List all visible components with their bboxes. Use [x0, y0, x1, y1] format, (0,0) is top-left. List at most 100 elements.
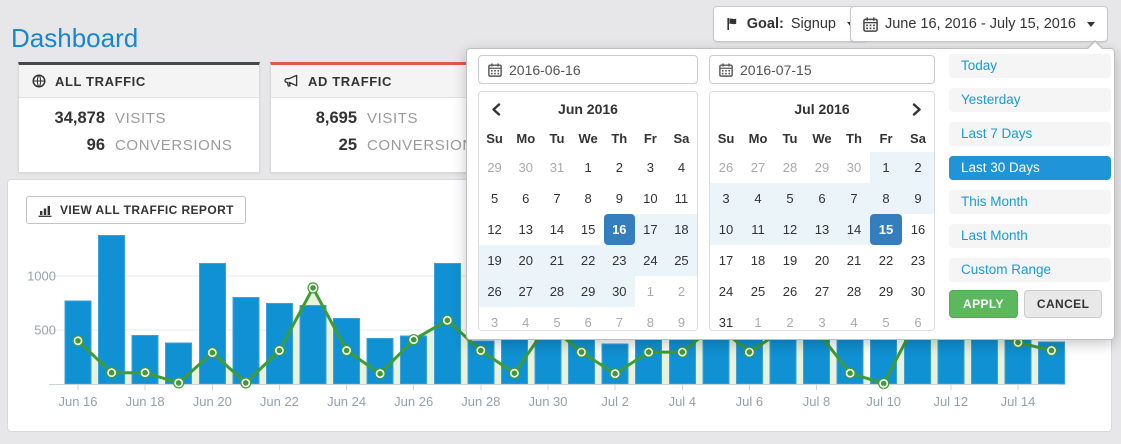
day-cell[interactable]: 25 [750, 284, 766, 299]
day-cell[interactable]: 22 [878, 253, 894, 268]
range-option-custom-range[interactable]: Custom Range [949, 258, 1111, 282]
day-cell[interactable]: 29 [814, 160, 830, 175]
chart-bar[interactable] [98, 235, 126, 385]
day-cell[interactable]: 6 [584, 315, 592, 330]
range-option-today[interactable]: Today [949, 54, 1111, 78]
day-cell[interactable]: 13 [518, 222, 534, 237]
day-cell[interactable]: 24 [718, 284, 734, 299]
day-cell[interactable]: 7 [553, 191, 561, 206]
day-cell[interactable]: 17 [634, 214, 666, 245]
day-cell[interactable]: 30 [518, 160, 534, 175]
day-cell[interactable]: 21 [541, 245, 573, 276]
day-cell[interactable]: 19 [479, 245, 511, 276]
day-cell[interactable]: 14 [549, 222, 565, 237]
chart-bar[interactable] [198, 263, 226, 385]
range-option-yesterday[interactable]: Yesterday [949, 88, 1111, 112]
day-cell[interactable]: 31 [718, 315, 734, 330]
apply-button[interactable]: APPLY [949, 290, 1018, 318]
day-cell[interactable]: 12 [774, 214, 806, 245]
day-cell[interactable]: 10 [643, 191, 658, 206]
day-cell[interactable]: 24 [634, 245, 666, 276]
day-cell[interactable]: 26 [782, 284, 798, 299]
day-cell[interactable]: 28 [782, 160, 798, 175]
day-cell[interactable]: 6 [806, 183, 838, 214]
day-cell[interactable]: 3 [646, 160, 654, 175]
day-cell[interactable]: 27 [510, 276, 542, 307]
day-cell[interactable]: 1 [870, 152, 902, 183]
day-cell[interactable]: 27 [814, 284, 830, 299]
day-cell[interactable]: 3 [710, 183, 742, 214]
day-cell[interactable]: 8 [870, 183, 902, 214]
day-cell[interactable]: 6 [522, 191, 530, 206]
day-cell[interactable]: 14 [838, 214, 870, 245]
chart-bar[interactable] [299, 305, 327, 385]
day-cell[interactable]: 28 [541, 276, 573, 307]
day-cell[interactable]: 7 [615, 315, 623, 330]
day-cell[interactable]: 21 [846, 253, 862, 268]
day-cell[interactable]: 17 [718, 253, 734, 268]
day-cell[interactable]: 1 [584, 160, 592, 175]
end-date-input[interactable] [740, 61, 934, 78]
goal-button[interactable]: Goal: Signup [712, 6, 868, 42]
day-cell[interactable]: 30 [846, 160, 862, 175]
next-month-button[interactable] [905, 98, 929, 120]
day-cell[interactable]: 7 [838, 183, 870, 214]
day-cell[interactable]: 20 [510, 245, 542, 276]
day-cell[interactable]: 29 [878, 284, 894, 299]
range-option-this-month[interactable]: This Month [949, 190, 1111, 214]
day-cell[interactable]: 29 [572, 276, 604, 307]
day-cell[interactable]: 30 [910, 284, 926, 299]
day-cell[interactable]: 4 [850, 315, 858, 330]
day-cell[interactable]: 16 [603, 214, 635, 245]
day-cell[interactable]: 4 [677, 160, 686, 175]
day-cell[interactable]: 23 [910, 253, 926, 268]
day-cell[interactable]: 5 [882, 315, 890, 330]
day-cell[interactable]: 11 [674, 191, 689, 206]
day-cell[interactable]: 23 [603, 245, 635, 276]
day-cell[interactable]: 1 [754, 315, 762, 330]
day-cell[interactable]: 27 [750, 160, 766, 175]
chart-bar[interactable] [232, 297, 260, 385]
day-cell[interactable]: 5 [553, 315, 561, 330]
day-cell[interactable]: 8 [584, 191, 592, 206]
day-cell[interactable]: 4 [742, 183, 774, 214]
cancel-button[interactable]: CANCEL [1023, 290, 1103, 318]
day-cell[interactable]: 30 [603, 276, 635, 307]
day-cell[interactable]: 25 [665, 245, 697, 276]
day-cell[interactable]: 4 [522, 315, 530, 330]
view-all-traffic-report-button[interactable]: VIEW ALL TRAFFIC REPORT [26, 196, 246, 224]
prev-month-button[interactable] [484, 98, 508, 120]
day-cell[interactable]: 2 [902, 152, 934, 183]
day-cell[interactable]: 6 [914, 315, 922, 330]
day-cell[interactable]: 13 [806, 214, 838, 245]
day-cell[interactable]: 2 [677, 284, 686, 299]
day-cell[interactable]: 20 [814, 253, 830, 268]
range-option-last-30-days[interactable]: Last 30 Days [949, 156, 1111, 180]
day-cell[interactable]: 2 [786, 315, 794, 330]
day-cell[interactable]: 9 [677, 315, 686, 330]
day-cell[interactable]: 15 [580, 222, 596, 237]
day-cell[interactable]: 26 [718, 160, 734, 175]
range-option-last-month[interactable]: Last Month [949, 224, 1111, 248]
day-cell[interactable]: 28 [846, 284, 862, 299]
day-cell[interactable]: 9 [902, 183, 934, 214]
day-cell[interactable]: 1 [646, 284, 654, 299]
day-cell[interactable]: 18 [750, 253, 766, 268]
day-cell[interactable]: 18 [665, 214, 697, 245]
day-cell[interactable]: 11 [742, 214, 774, 245]
chart-bar[interactable] [265, 303, 293, 385]
day-cell[interactable]: 2 [615, 160, 623, 175]
day-cell[interactable]: 9 [615, 191, 623, 206]
day-cell[interactable]: 16 [910, 222, 926, 237]
day-cell[interactable]: 31 [549, 160, 565, 175]
range-option-last-7-days[interactable]: Last 7 Days [949, 122, 1111, 146]
day-cell[interactable]: 10 [710, 214, 742, 245]
day-cell[interactable]: 26 [479, 276, 511, 307]
day-cell[interactable]: 3 [818, 315, 826, 330]
day-cell[interactable]: 5 [490, 191, 499, 206]
start-date-input[interactable] [509, 61, 697, 78]
day-cell[interactable]: 3 [490, 315, 499, 330]
day-cell[interactable]: 29 [487, 160, 502, 175]
day-cell[interactable]: 19 [782, 253, 798, 268]
day-cell[interactable]: 15 [870, 214, 902, 245]
